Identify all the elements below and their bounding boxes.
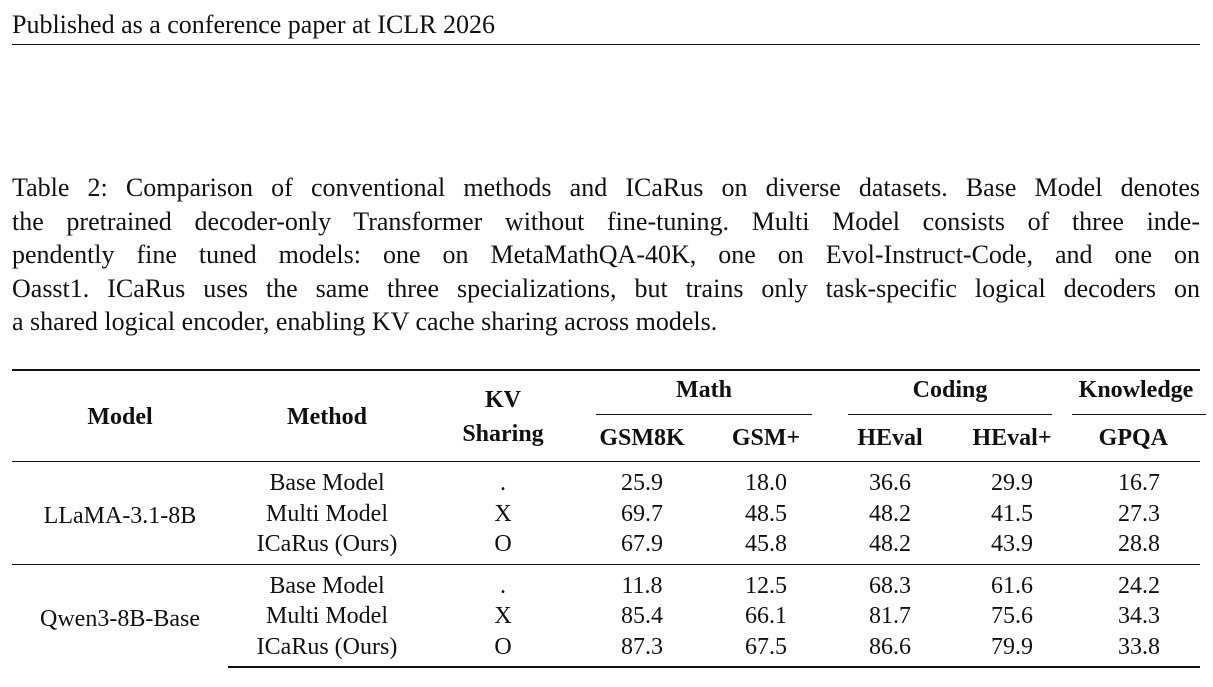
kv-sharing-cell: X <box>494 500 512 527</box>
heval-plus-cell: 75.6 <box>991 603 1033 630</box>
gpqa-cell: 33.8 <box>1072 631 1200 668</box>
heval-cell: 48.2 <box>869 500 911 527</box>
col-header-heval-plus: HEval+ <box>972 424 1052 451</box>
kv-sharing-cell: O <box>426 631 580 668</box>
header-rule <box>12 44 1200 45</box>
heval-cell: 48.2 <box>869 531 911 558</box>
running-header: Published as a conference paper at ICLR … <box>12 10 496 39</box>
kv-sharing-cell: . <box>426 461 580 499</box>
group-header-knowledge: Knowledge <box>1072 369 1206 415</box>
model-name-cell: LLaMA-3.1-8B <box>12 461 228 564</box>
kv-sharing-cell: O <box>494 531 512 558</box>
col-header-gsm8k: GSM8K <box>599 424 685 451</box>
heval-cell: 68.3 <box>828 563 952 601</box>
table-row: Multi Model X 69.7 48.5 48.2 41.5 27.3 <box>12 499 1200 530</box>
gsm8k-cell: 85.4 <box>621 603 663 630</box>
gsm8k-cell: 11.8 <box>580 563 704 601</box>
heval-plus-cell: 79.9 <box>952 631 1072 668</box>
heval-cell: 36.6 <box>828 461 952 499</box>
heval-cell: 86.6 <box>828 631 952 668</box>
table-caption: Table 2: Comparison of conventional meth… <box>12 171 1200 339</box>
table-row: Qwen3-8B-Base Base Model. 11.8 12.5 68.3 61.6… <box>12 563 1200 667</box>
method-cell: Multi Model <box>265 603 388 630</box>
col-header-method: Method <box>228 369 426 462</box>
method-cell: ICaRus (Ours) <box>256 531 398 558</box>
gsm-plus-cell: 66.1 <box>745 603 787 630</box>
kv-header-line1: KV <box>485 387 521 413</box>
gsm-plus-cell: 12.5 <box>704 563 828 601</box>
group-label-knowledge: Knowledge <box>1078 377 1194 403</box>
kv-sharing-cell: . <box>426 563 580 601</box>
caption-line: a shared logical encoder, enabling KV ca… <box>12 307 718 336</box>
caption-line: pendently fine tuned models: one on Meta… <box>12 240 1200 269</box>
gsm-plus-cell: 67.5 <box>704 631 828 668</box>
group-header-math: Math <box>580 369 828 415</box>
gpqa-cell: 27.3 <box>1118 500 1160 527</box>
gsm-plus-cell: 18.0 <box>704 461 828 499</box>
gsm8k-cell: 69.7 <box>621 500 663 527</box>
gpqa-cell: 16.7 <box>1072 461 1200 499</box>
col-header-gpqa: GPQA <box>1098 424 1168 451</box>
col-header-kv-sharing: KV Sharing <box>426 369 580 462</box>
heval-plus-cell: 61.6 <box>952 563 1072 601</box>
table-row: Multi Model X 85.4 66.1 81.7 75.6 34.3 <box>12 601 1200 632</box>
gsm8k-cell: 87.3 <box>580 631 704 668</box>
heval-cell: 81.7 <box>869 603 911 630</box>
method-cell: Base Model <box>228 563 426 601</box>
heval-plus-cell: 29.9 <box>952 461 1072 499</box>
results-table: Model Method KV Sharing Math Coding Know… <box>12 369 1206 668</box>
group-label-math: Math <box>676 377 732 403</box>
kv-sharing-cell: X <box>494 603 512 630</box>
col-header-model: Model <box>12 369 228 462</box>
caption-line: the pretrained decoder-only Transformer … <box>12 206 1200 236</box>
method-cell: Multi Model <box>265 500 388 527</box>
gpqa-cell: 28.8 <box>1118 531 1160 558</box>
caption-line: Oasst1. ICaRus uses the same three speci… <box>12 273 1200 303</box>
table-row: ICaRus (Ours) O 67.9 45.8 48.2 43.9 28.8 <box>12 529 1200 564</box>
col-header-heval: HEval <box>857 424 923 451</box>
gsm8k-cell: 67.9 <box>621 531 663 558</box>
gpqa-cell: 34.3 <box>1118 603 1160 630</box>
table-row: ICaRus (Ours) O 87.3 67.5 86.6 79.9 33.8 <box>12 631 1200 668</box>
table-row: LLaMA-3.1-8B Base Model. 25.9 18.0 36.6 29.9 1… <box>12 461 1200 564</box>
heval-plus-cell: 43.9 <box>991 531 1033 558</box>
group-label-coding: Coding <box>912 377 988 403</box>
gsm-plus-cell: 45.8 <box>745 531 787 558</box>
model-name-cell: Qwen3-8B-Base <box>12 563 228 667</box>
method-cell: ICaRus (Ours) <box>228 631 426 668</box>
col-header-gsm-plus: GSM+ <box>731 424 801 451</box>
table-body: LLaMA-3.1-8B Base Model. 25.9 18.0 36.6 29.9 1… <box>12 461 1200 668</box>
gsm8k-cell: 25.9 <box>580 461 704 499</box>
gsm-plus-cell: 48.5 <box>745 500 787 527</box>
method-cell: Base Model <box>228 461 426 499</box>
group-header-coding: Coding <box>828 369 1072 415</box>
gpqa-cell: 24.2 <box>1072 563 1200 601</box>
heval-plus-cell: 41.5 <box>991 500 1033 527</box>
caption-line: Table 2: Comparison of conventional meth… <box>12 173 1200 202</box>
kv-header-line2: Sharing <box>462 421 544 447</box>
